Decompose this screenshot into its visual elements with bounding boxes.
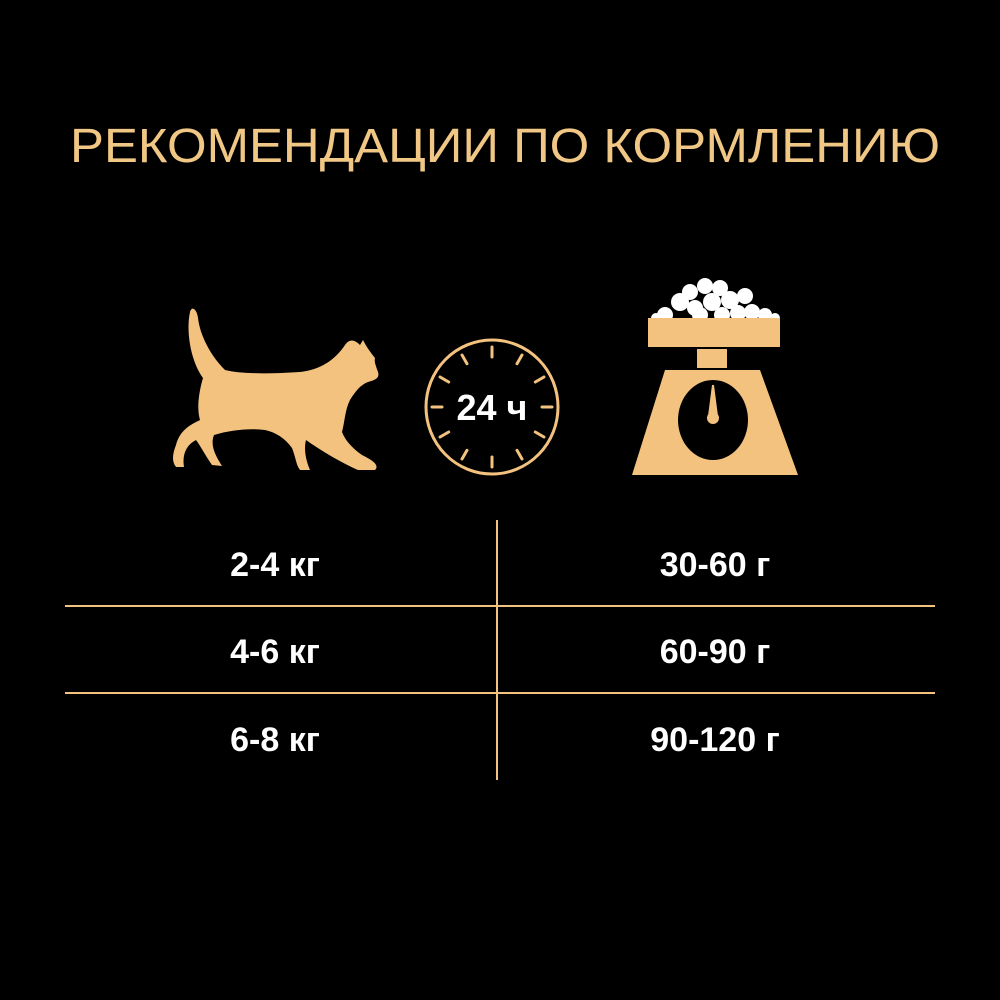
cat-weight: 6-8 кг (230, 721, 320, 759)
clock-label: 24 ч (457, 387, 528, 428)
daily-portion: 60-90 г (659, 633, 771, 671)
clock-tick (438, 375, 451, 384)
cat-weight: 2-4 кг (230, 546, 320, 584)
daily-portion: 90-120 г (650, 721, 780, 759)
daily-portion: 30-60 г (659, 546, 771, 584)
clock-tick (515, 448, 524, 461)
cat-weight: 4-6 кг (230, 633, 320, 671)
page-title: РЕКОМЕНДАЦИИ ПО КОРМЛЕНИЮ (70, 120, 940, 173)
clock-tick (438, 430, 451, 439)
clock-tick (533, 375, 546, 384)
kitchen-scale-icon (632, 278, 798, 475)
clock-tick (533, 430, 546, 439)
clock-tick (460, 448, 469, 461)
clock-tick (515, 353, 524, 366)
clock-icon (424, 338, 560, 476)
food-pellets (651, 278, 780, 323)
cat-icon (173, 308, 379, 470)
clock-tick (460, 353, 469, 366)
